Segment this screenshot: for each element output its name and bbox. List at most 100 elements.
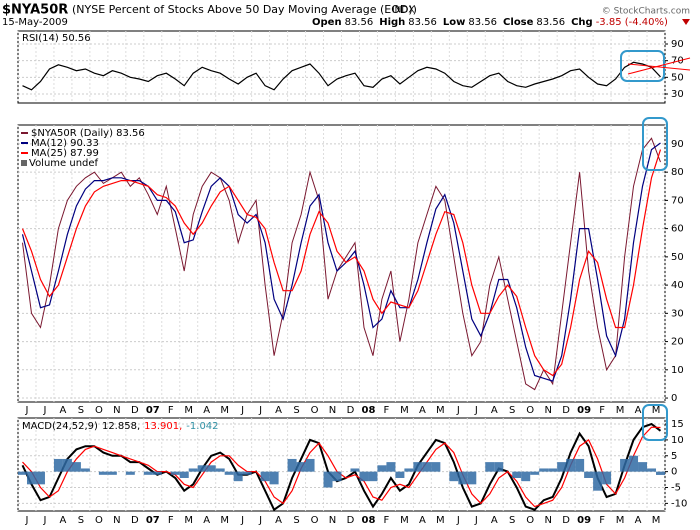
x-tick-label: J xyxy=(474,515,478,526)
x-tick-label: O xyxy=(526,405,534,416)
x-tick-label: M xyxy=(616,405,625,416)
y-tick-label: 80 xyxy=(671,167,684,178)
legend-swatch xyxy=(21,160,27,166)
histogram-bar xyxy=(323,471,333,488)
histogram-bar xyxy=(71,462,81,472)
histogram-bar xyxy=(206,465,216,472)
x-tick-label: D xyxy=(562,515,570,526)
x-tick-label: D xyxy=(347,515,355,526)
x-tick-label: J xyxy=(258,405,262,416)
x-tick-label: M xyxy=(436,515,445,526)
histogram-bar xyxy=(521,471,531,482)
x-tick-label: F xyxy=(599,515,605,526)
legend-value: 12.858, xyxy=(102,421,140,432)
x-tick-label: D xyxy=(347,405,355,416)
x-tick-label: M xyxy=(652,515,661,526)
y-tick-label: 60 xyxy=(671,224,684,235)
x-tick-label: A xyxy=(203,515,210,526)
histogram-bar xyxy=(467,471,477,485)
quote-value: 83.56 xyxy=(468,17,497,28)
quote-label: Low xyxy=(443,17,465,28)
trendline xyxy=(627,63,691,71)
x-tick-label: M xyxy=(616,515,625,526)
x-tick-label: M xyxy=(400,405,409,416)
legend-value: 13.901, xyxy=(144,421,182,432)
histogram-bar xyxy=(125,471,135,475)
histogram-bar xyxy=(485,462,495,472)
x-tick-label: A xyxy=(60,405,67,416)
histogram-bar xyxy=(143,471,153,475)
histogram-bar xyxy=(656,471,665,475)
legend-label: MA(12) 90.33 xyxy=(31,138,99,149)
histogram-bar xyxy=(458,471,468,485)
y-tick-label: 90 xyxy=(671,39,684,50)
x-tick-label: 07 xyxy=(146,515,160,526)
histogram-bar xyxy=(647,468,657,472)
x-tick-label: S xyxy=(78,515,84,526)
copyright: © StockCharts.com xyxy=(602,7,690,17)
quote-value: 83.56 xyxy=(408,17,437,28)
x-tick-label: F xyxy=(168,515,174,526)
y-tick-label: 50 xyxy=(671,72,684,83)
x-tick-label: J xyxy=(258,515,262,526)
legend-label: $NYA50R (Daily) 83.56 xyxy=(31,128,145,139)
x-tick-label: J xyxy=(42,515,46,526)
x-tick-label: N xyxy=(544,515,551,526)
x-tick-label: M xyxy=(184,515,193,526)
histogram-bar xyxy=(53,458,63,472)
x-tick-label: O xyxy=(311,515,319,526)
date: 15-May-2009 xyxy=(2,17,68,28)
x-tick-label: M xyxy=(184,405,193,416)
trendline xyxy=(627,57,691,75)
histogram-bar xyxy=(539,468,549,472)
x-tick-label: 09 xyxy=(577,515,591,526)
series-line xyxy=(21,149,662,377)
histogram-bar xyxy=(215,468,225,472)
x-tick-label: J xyxy=(42,405,46,416)
histogram-bar xyxy=(449,471,459,482)
histogram-bar xyxy=(593,471,603,491)
y-tick-label: 0 xyxy=(671,393,677,404)
y-tick-label: -10 xyxy=(671,498,687,509)
histogram-bar xyxy=(530,471,540,475)
legend-value: -1.042 xyxy=(186,421,218,432)
x-tick-label: M xyxy=(220,405,229,416)
x-tick-label: 08 xyxy=(361,515,375,526)
histogram-bar xyxy=(98,471,108,475)
x-tick-label: J xyxy=(456,515,460,526)
y-tick-label: 40 xyxy=(671,280,684,291)
x-tick-label: A xyxy=(491,405,498,416)
legend-label: MACD(24,52,9) 12.858, 13.901, -1.042 xyxy=(22,421,219,432)
highlight xyxy=(620,50,665,82)
x-tick-label: S xyxy=(509,405,515,416)
series-line xyxy=(22,61,661,91)
x-tick-label: A xyxy=(275,515,282,526)
histogram-bar xyxy=(80,468,90,472)
y-tick-label: 50 xyxy=(671,252,684,263)
x-tick-label: N xyxy=(329,515,336,526)
x-tick-label: F xyxy=(384,405,390,416)
x-tick-label: S xyxy=(293,405,299,416)
histogram-bar xyxy=(269,471,279,485)
histogram-bar xyxy=(566,458,576,472)
exchange: INDX xyxy=(392,6,414,16)
histogram-bar xyxy=(170,471,180,475)
quote-label: High xyxy=(379,17,405,28)
x-tick-label: A xyxy=(60,515,67,526)
x-tick-label: F xyxy=(599,405,605,416)
x-tick-label: M xyxy=(652,405,661,416)
histogram-bar xyxy=(368,471,378,482)
x-tick-label: O xyxy=(95,405,103,416)
histogram-bar xyxy=(602,471,612,485)
x-tick-label: S xyxy=(78,405,84,416)
x-tick-label: F xyxy=(384,515,390,526)
plots: 30507090RSI(14) 50.56JJASOND07FMAMJJASON… xyxy=(17,30,687,526)
y-tick-label: 0 xyxy=(671,467,677,478)
quote-value: 83.56 xyxy=(536,17,565,28)
histogram-bar xyxy=(386,462,396,472)
y-tick-label: 10 xyxy=(671,435,684,446)
x-tick-label: D xyxy=(562,405,570,416)
histogram-bar xyxy=(512,471,522,478)
x-tick-label: M xyxy=(436,405,445,416)
